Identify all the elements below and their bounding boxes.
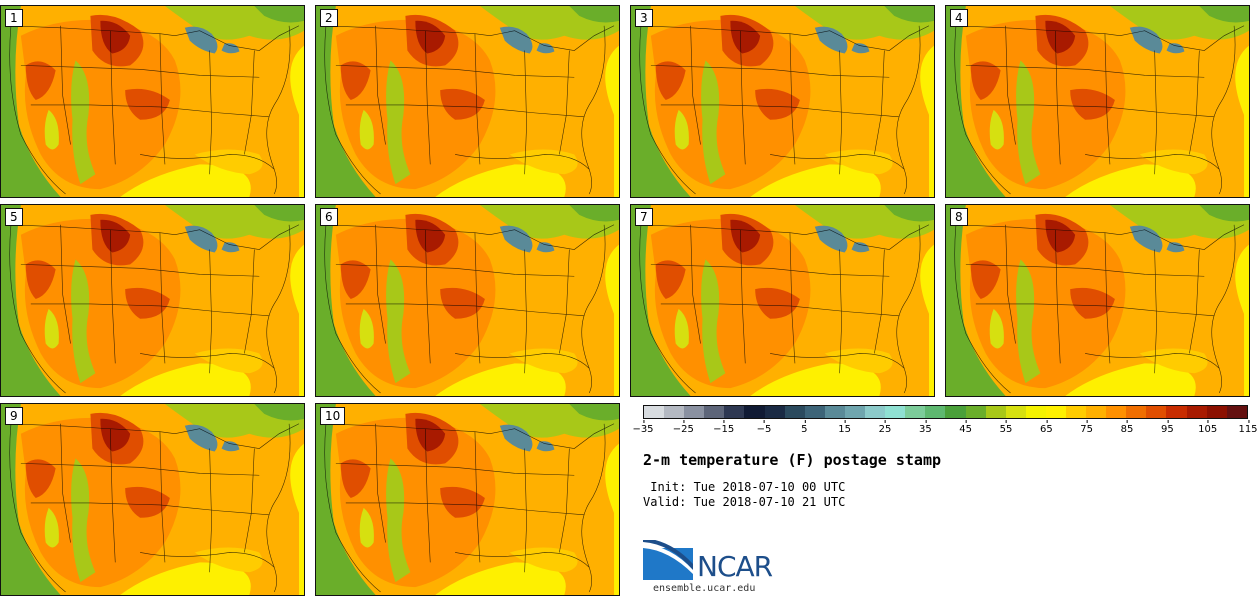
ncar-swoosh-icon (643, 540, 693, 580)
temperature-map (1, 6, 304, 197)
colorbar-swatch (824, 406, 845, 418)
colorbar-swatch (925, 406, 946, 418)
colorbar-tick-label: −25 (672, 420, 694, 435)
colorbar-tick-label: −35 (632, 420, 654, 435)
colorbar-swatch (1126, 406, 1147, 418)
temperature-map (946, 205, 1249, 396)
panel-number: 1 (5, 9, 23, 27)
colorbar-swatch (1005, 406, 1026, 418)
colorbar-swatch (985, 406, 1006, 418)
colorbar-swatch (905, 406, 926, 418)
colorbar-swatch (724, 406, 745, 418)
temperature-map (316, 404, 619, 595)
panel-number: 4 (950, 9, 968, 27)
colorbar-tick-label: 55 (999, 420, 1013, 435)
panel-number: 2 (320, 9, 338, 27)
temperature-colorbar (643, 405, 1248, 419)
colorbar-swatch (844, 406, 866, 418)
colorbar-swatch (1106, 406, 1127, 418)
colorbar-swatch (885, 406, 906, 418)
colorbar-tick-label: 5 (801, 420, 808, 435)
panel-number: 3 (635, 9, 653, 27)
map-panel-10: 10 (315, 403, 620, 596)
colorbar-swatch (1025, 406, 1046, 418)
map-panel-7: 7 (630, 204, 935, 397)
colorbar-swatch (1226, 406, 1247, 418)
colorbar-tick-label: 105 (1198, 420, 1218, 435)
map-panel-9: 9 (0, 403, 305, 596)
map-panel-3: 3 (630, 5, 935, 198)
panel-number: 7 (635, 208, 653, 226)
colorbar-swatch (945, 406, 966, 418)
colorbar-tick-label: 65 (1039, 420, 1053, 435)
colorbar-tick-label: 95 (1160, 420, 1174, 435)
panel-number: 10 (320, 407, 346, 425)
colorbar-swatch (1045, 406, 1066, 418)
map-panel-4: 4 (945, 5, 1250, 198)
colorbar-tick-label: 35 (918, 420, 932, 435)
colorbar-swatch (704, 406, 725, 418)
temperature-map (631, 205, 934, 396)
colorbar-swatch (1146, 406, 1167, 418)
colorbar-tick-label: −15 (713, 420, 735, 435)
temperature-map (1, 404, 304, 595)
panel-number: 6 (320, 208, 338, 226)
valid-time: Valid: Tue 2018-07-10 21 UTC (643, 495, 846, 509)
colorbar-tick-label: 25 (878, 420, 892, 435)
colorbar-tick-label: 15 (838, 420, 852, 435)
colorbar-ticks: −35 −25 −15 −5 5 15 25 35 45 55 65 75 85 95 105 115 (632, 420, 1258, 440)
colorbar-swatch (1065, 406, 1087, 418)
temperature-map (946, 6, 1249, 197)
colorbar-tick-label: 115 (1238, 420, 1258, 435)
ensemble-url: ensemble.ucar.edu (653, 583, 756, 594)
panel-number: 9 (5, 407, 23, 425)
colorbar-swatch (664, 406, 685, 418)
colorbar-swatch (1166, 406, 1187, 418)
map-panel-6: 6 (315, 204, 620, 397)
colorbar-tick-label: 75 (1080, 420, 1094, 435)
init-time: Init: Tue 2018-07-10 00 UTC (643, 480, 846, 494)
colorbar-swatch (784, 406, 805, 418)
figure-title: 2-m temperature (F) postage stamp (643, 451, 942, 469)
colorbar-swatch (744, 406, 765, 418)
map-panel-5: 5 (0, 204, 305, 397)
colorbar-swatch (865, 406, 886, 418)
ncar-logo: NCAR (643, 540, 793, 583)
ncar-logo-text: NCAR (697, 550, 773, 583)
colorbar-swatch (1186, 406, 1207, 418)
colorbar-swatch (684, 406, 705, 418)
colorbar-tick-label: 45 (959, 420, 973, 435)
map-panel-1: 1 (0, 5, 305, 198)
colorbar-swatch (1206, 406, 1227, 418)
temperature-map (316, 6, 619, 197)
colorbar-swatch (764, 406, 785, 418)
colorbar-swatch (1086, 406, 1107, 418)
panel-number: 8 (950, 208, 968, 226)
temperature-map (1, 205, 304, 396)
colorbar-swatch (644, 406, 665, 418)
colorbar-swatch (965, 406, 986, 418)
temperature-map (631, 6, 934, 197)
colorbar-tick-label: 85 (1120, 420, 1134, 435)
temperature-map (316, 205, 619, 396)
map-panel-2: 2 (315, 5, 620, 198)
map-panel-8: 8 (945, 204, 1250, 397)
colorbar-swatch (804, 406, 825, 418)
colorbar-tick-label: −5 (756, 420, 772, 435)
panel-number: 5 (5, 208, 23, 226)
